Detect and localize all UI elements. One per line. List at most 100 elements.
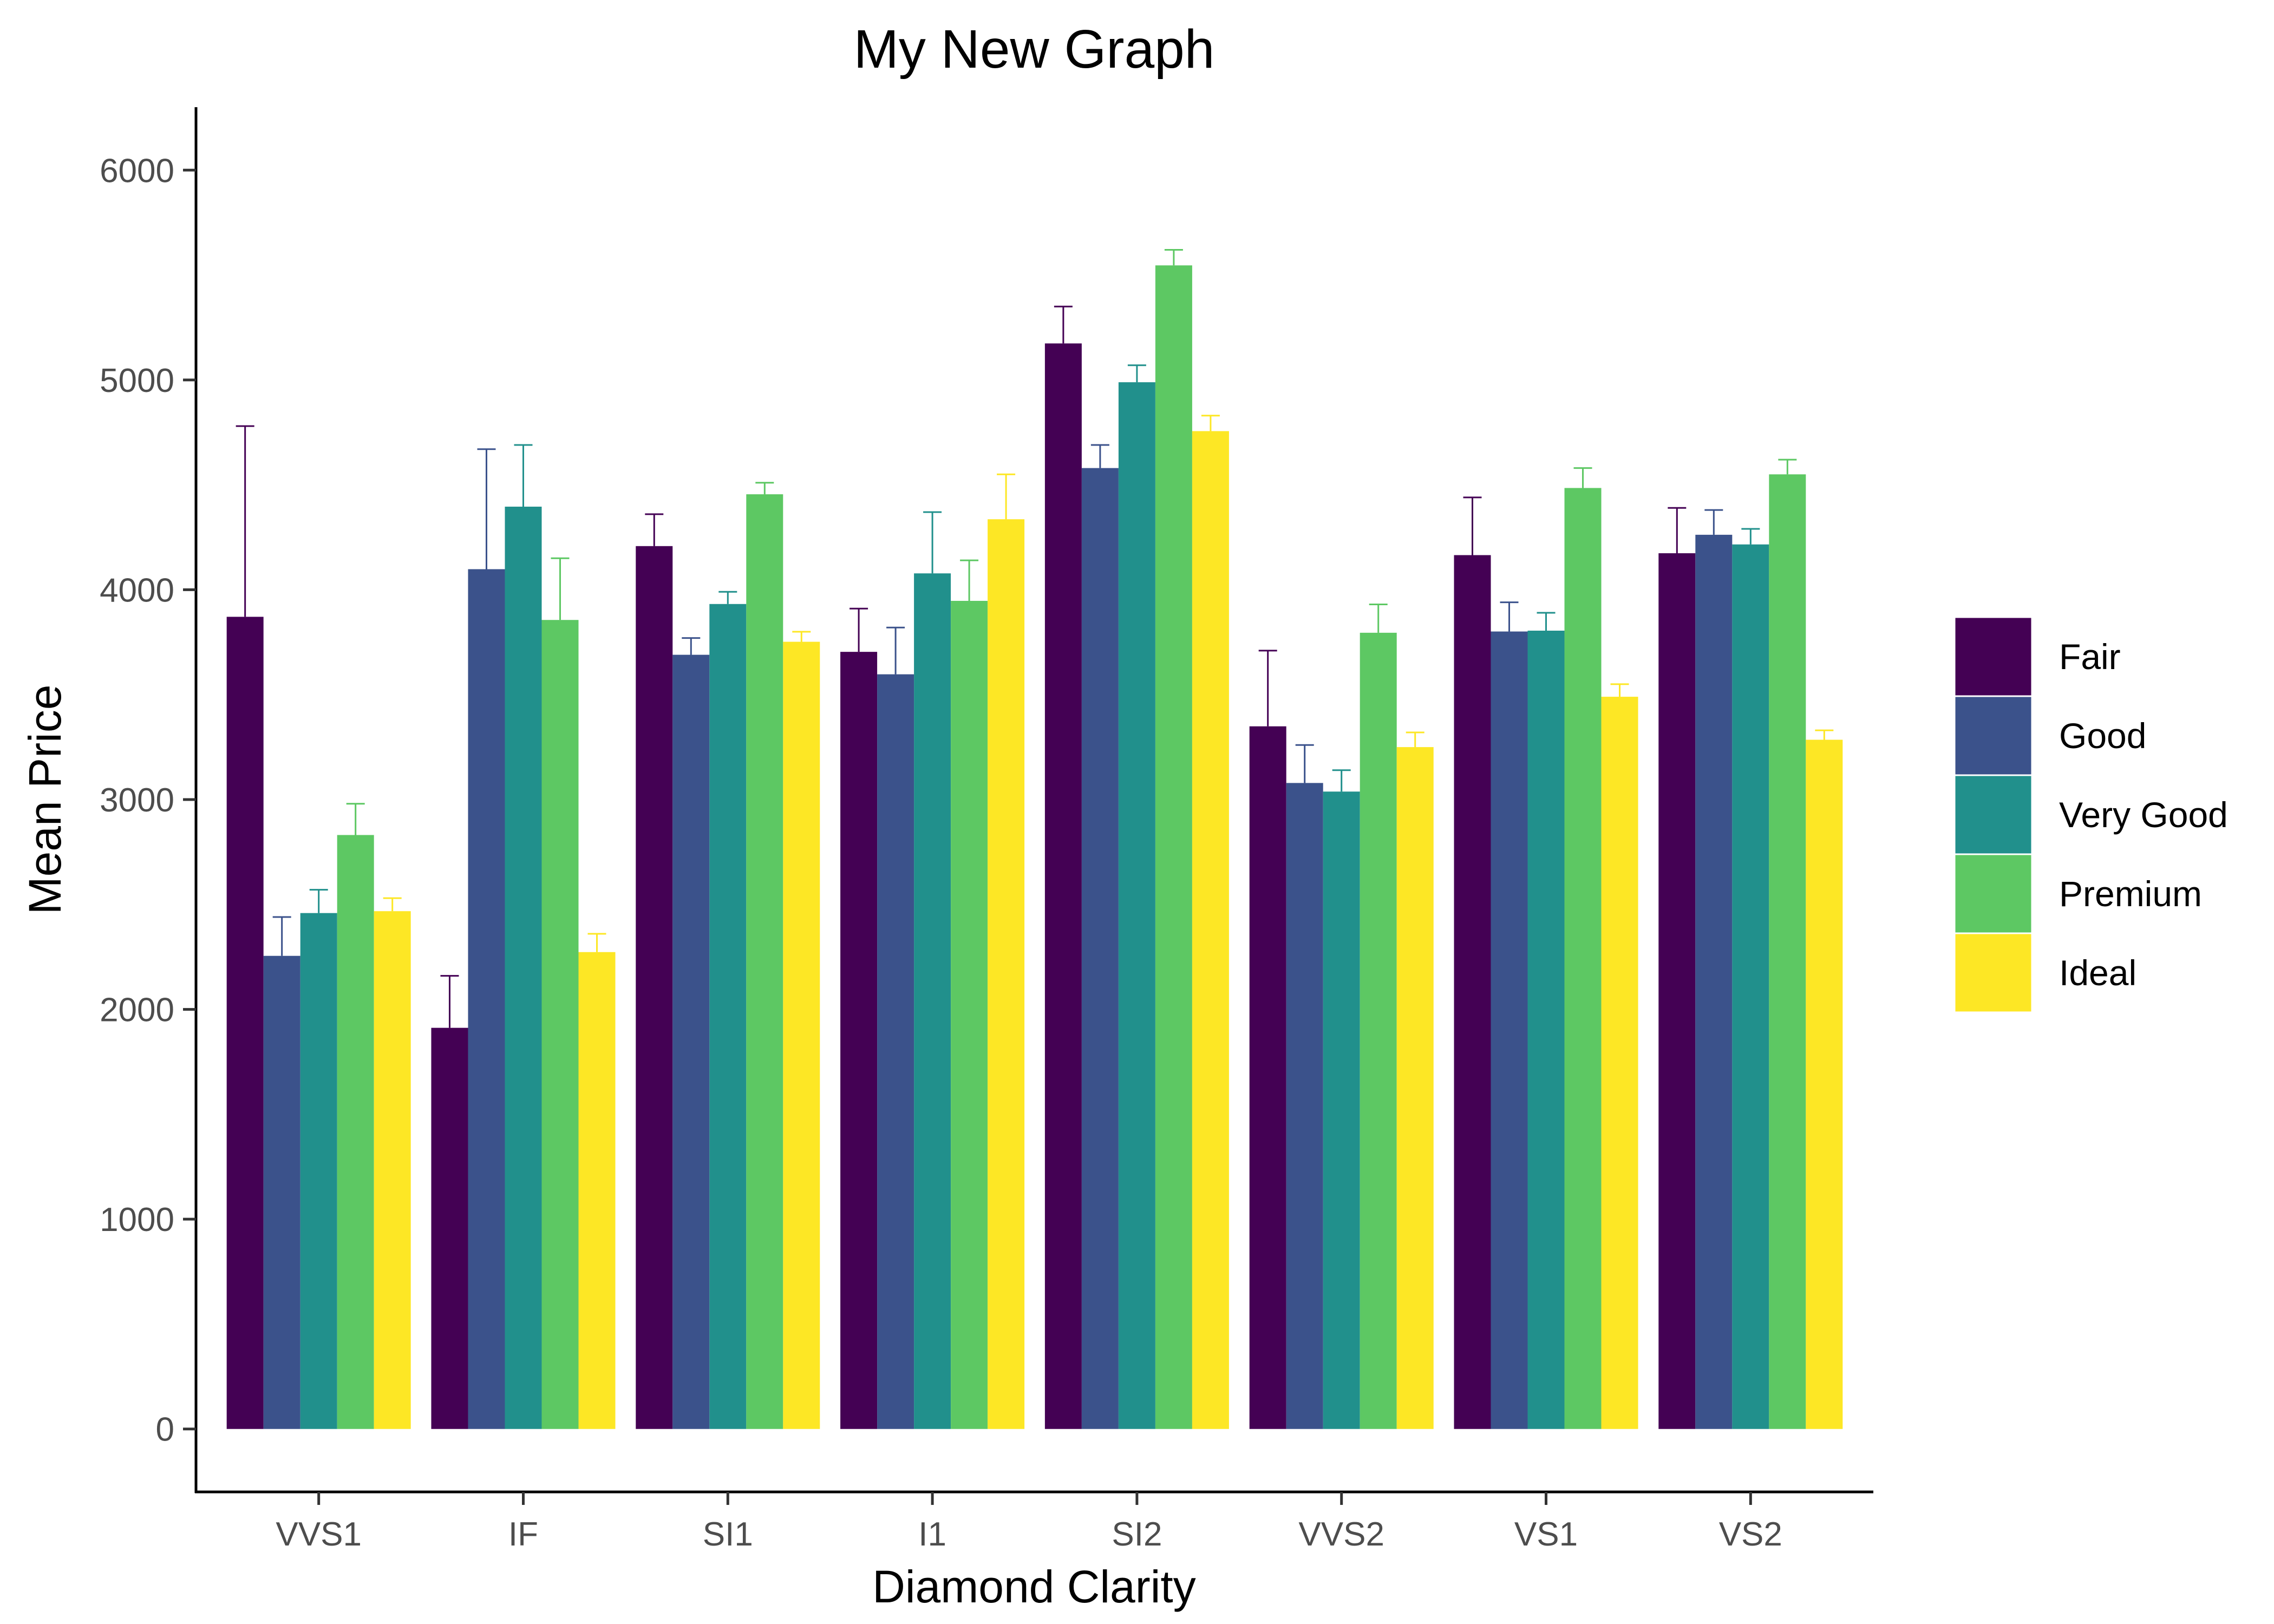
error-bar-VS1-fair (1463, 496, 1482, 555)
error-bar-VVS1-premium (346, 803, 365, 835)
bar-IF-premium (541, 620, 579, 1429)
y-tick-label: 2000 (100, 992, 174, 1029)
error-bar-SI2-very-good (1127, 364, 1146, 383)
bar-SI2-very-good (1118, 382, 1155, 1429)
bar-VVS1-very-good (300, 913, 337, 1429)
x-axis-title: Diamond Clarity (872, 1561, 1196, 1612)
bar-VS1-premium (1564, 488, 1602, 1429)
error-bar-SI1-premium (755, 482, 774, 495)
error-bar-SI2-good (1090, 444, 1109, 468)
error-bar-IF-ideal (587, 933, 606, 952)
bar-VVS1-good (263, 955, 300, 1429)
bar-I1-premium (951, 600, 988, 1429)
bar-VS1-fair (1454, 555, 1491, 1429)
error-bar-SI1-good (682, 637, 701, 655)
error-bar-IF-very-good (514, 444, 533, 507)
x-tick-label: VVS2 (1298, 1516, 1384, 1553)
x-axis-ticks: VVS1 IF SI1 I1 SI2 VVS2 VS1 VS2 (276, 1492, 1782, 1553)
bar-VS1-good (1491, 631, 1528, 1429)
y-tick-label: 5000 (100, 362, 174, 400)
error-bar-SI2-ideal (1201, 415, 1220, 431)
bar-VS2-fair (1658, 553, 1696, 1429)
bar-SI1-fair (636, 546, 673, 1429)
legend: Fair Good Very Good Premium Ideal (1953, 616, 2228, 1013)
error-bar-VVS2-good (1295, 744, 1314, 783)
legend-key-premium (1953, 853, 2033, 934)
bar-VVS1-premium (337, 835, 374, 1429)
bar-VS2-good (1695, 534, 1733, 1429)
bar-I1-good (877, 674, 914, 1429)
bar-SI1-good (672, 654, 710, 1429)
error-bar-VS1-good (1500, 601, 1519, 632)
error-bar-VVS1-fair (236, 425, 254, 617)
error-bar-IF-premium (551, 557, 570, 620)
error-bar-VVS1-good (272, 916, 291, 956)
error-bar-VS1-premium (1573, 467, 1592, 488)
bar-VVS2-good (1286, 783, 1323, 1429)
y-tick-label: 0 (156, 1411, 174, 1449)
bar-I1-very-good (914, 573, 951, 1429)
legend-label-very-good: Very Good (2059, 795, 2228, 835)
y-tick-label: 3000 (100, 782, 174, 819)
bar-SI2-premium (1155, 265, 1192, 1429)
bar-I1-fair (840, 652, 878, 1429)
bar-VS1-ideal (1601, 697, 1638, 1429)
error-bar-I1-very-good (923, 511, 942, 574)
error-bar-IF-good (477, 448, 496, 569)
bar-VVS1-ideal (374, 911, 411, 1429)
bar-SI1-premium (746, 494, 783, 1429)
x-tick-label: IF (508, 1516, 538, 1553)
error-bar-SI2-premium (1164, 249, 1183, 266)
y-tick-label: 6000 (100, 152, 174, 189)
error-bar-VVS2-very-good (1332, 769, 1351, 792)
error-bar-SI2-fair (1054, 305, 1073, 344)
bar-VS2-very-good (1732, 544, 1769, 1429)
legend-label-fair: Fair (2059, 637, 2121, 677)
error-bar-I1-good (886, 626, 905, 675)
y-axis-ticks: 0 1000 2000 3000 4000 5000 6000 (100, 152, 196, 1449)
plot-area (226, 249, 1843, 1429)
error-bar-SI1-ideal (792, 631, 811, 642)
bar-SI2-ideal (1192, 431, 1229, 1429)
error-bar-VS2-very-good (1741, 528, 1760, 545)
x-tick-label: SI2 (1112, 1516, 1162, 1553)
error-bar-VVS2-fair (1258, 650, 1277, 726)
error-bar-SI1-fair (645, 513, 664, 546)
x-tick-label: VS2 (1719, 1516, 1782, 1553)
error-bar-VVS2-ideal (1406, 731, 1424, 748)
error-bar-VVS1-very-good (309, 889, 328, 913)
bar-VS2-premium (1769, 474, 1806, 1429)
bar-IF-ideal (578, 952, 616, 1429)
bar-VS1-very-good (1527, 631, 1565, 1429)
legend-label-ideal: Ideal (2059, 953, 2136, 993)
error-bar-VS1-ideal (1610, 683, 1629, 697)
error-bar-VS1-very-good (1537, 612, 1556, 631)
error-bar-VS2-fair (1668, 507, 1687, 553)
error-bar-IF-fair (440, 975, 459, 1028)
error-bar-VS2-good (1704, 509, 1723, 535)
error-bar-I1-fair (850, 607, 868, 652)
bar-VVS2-ideal (1396, 747, 1434, 1429)
legend-label-premium: Premium (2059, 874, 2202, 914)
bar-SI2-fair (1044, 343, 1082, 1429)
chart-title: My New Graph (854, 19, 1215, 80)
bar-VVS2-very-good (1323, 791, 1360, 1429)
x-tick-label: SI1 (703, 1516, 753, 1553)
error-bar-VS2-premium (1778, 459, 1797, 475)
error-bar-SI1-very-good (718, 591, 737, 604)
legend-key-fair (1953, 616, 2033, 697)
legend-label-good: Good (2059, 716, 2146, 756)
error-bar-I1-ideal (997, 473, 1016, 520)
y-tick-label: 4000 (100, 572, 174, 609)
bar-VVS2-premium (1360, 632, 1397, 1429)
bar-SI2-good (1081, 468, 1119, 1429)
x-tick-label: VVS1 (276, 1516, 362, 1553)
error-bar-VVS1-ideal (383, 897, 402, 912)
error-bar-VS2-ideal (1815, 729, 1834, 740)
bar-IF-very-good (505, 506, 542, 1429)
error-bar-VVS2-premium (1369, 604, 1388, 633)
bar-VS2-ideal (1806, 739, 1843, 1429)
bar-I1-ideal (988, 519, 1025, 1429)
bar-VVS1-fair (226, 617, 264, 1429)
y-axis-title: Mean Price (19, 685, 70, 915)
